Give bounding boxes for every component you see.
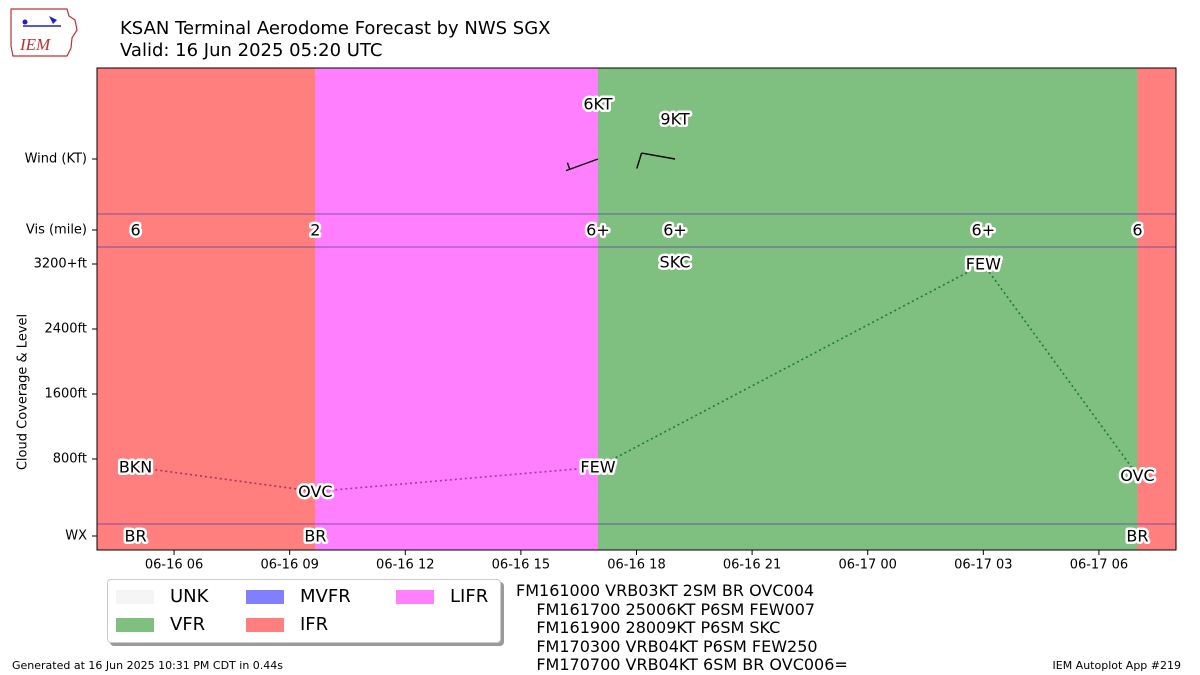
wind-barb-shaft <box>565 158 599 172</box>
wind-speed-label: 6KT <box>583 95 612 114</box>
taf-line: FM161700 25006KT P6SM FEW007 <box>516 599 816 619</box>
wind-barb-flag <box>636 152 643 169</box>
taf-line: FM170700 VRB04KT 6SM BR OVC006= <box>516 655 848 674</box>
wind-speed-label-halo: 6KT <box>583 95 612 114</box>
band-ifr <box>1137 68 1176 550</box>
y-tick-label: 3200+ft <box>34 257 87 272</box>
cloud-label-halo: OVC <box>1120 466 1154 485</box>
legend-swatch <box>246 589 284 604</box>
legend-item-ifr: IFR <box>246 614 328 635</box>
x-tick-label: 06-17 06 <box>1070 558 1128 573</box>
legend-label: VFR <box>170 614 206 635</box>
weather-label-halo: BR <box>124 527 146 546</box>
visibility-label-halo: 6 <box>130 221 140 240</box>
wx-row-label: WX <box>65 529 87 544</box>
weather-label: BR <box>304 527 326 546</box>
cloud-label-halo: FEW <box>966 255 1001 274</box>
x-tick-label: 06-16 09 <box>260 558 318 573</box>
cloud-label: OVC <box>298 482 332 501</box>
x-tick-label: 06-16 12 <box>376 558 434 573</box>
legend-item-vfr: VFR <box>116 614 205 635</box>
cloud-label-halo: FEW <box>580 458 615 477</box>
wind-speed-label-halo: 9KT <box>660 110 689 129</box>
legend-label: UNK <box>170 586 209 607</box>
legend-item-mvfr: MVFR <box>246 586 351 607</box>
chart-subtitle: Valid: 16 Jun 2025 05:20 UTC <box>120 40 383 61</box>
cloud-label-halo: BKN <box>119 458 152 477</box>
cloud-label: FEW <box>580 458 615 477</box>
visibility-label: 2 <box>310 221 320 240</box>
visibility-label-halo: 2 <box>310 221 320 240</box>
legend-swatch <box>396 589 434 604</box>
visibility-label-halo: 6+ <box>663 221 687 240</box>
band-ifr <box>97 68 316 550</box>
wind-row-label: Wind (KT) <box>25 152 87 167</box>
weather-label: BR <box>124 527 146 546</box>
taf-text: FM161000 VRB03KT 2SM BR OVC004 FM161700 … <box>516 581 848 675</box>
taf-line: FM161000 VRB03KT 2SM BR OVC004 <box>516 581 815 600</box>
legend-swatch <box>116 589 154 604</box>
x-tick-label: 06-16 06 <box>145 558 203 573</box>
taf-line: FM161900 28009KT P6SM SKC <box>516 618 781 637</box>
chart-title: KSAN Terminal Aerodome Forecast by NWS S… <box>120 18 551 39</box>
legend-item-lifr: LIFR <box>396 586 488 607</box>
iem-logo: IEM <box>9 6 79 58</box>
weather-label-halo: BR <box>304 527 326 546</box>
x-tick-label: 06-16 15 <box>492 558 550 573</box>
x-tick-label: 06-17 03 <box>954 558 1012 573</box>
y-axis-label: Cloud Coverage & Level <box>16 314 31 470</box>
cloud-label-halo: OVC <box>298 482 332 501</box>
cloud-label-halo: SKC <box>660 253 691 272</box>
visibility-label: 6 <box>1132 221 1142 240</box>
cloud-label: OVC <box>1120 466 1154 485</box>
x-tick-label: 06-17 00 <box>838 558 896 573</box>
x-tick-label: 06-16 21 <box>723 558 781 573</box>
cloud-label: SKC <box>660 253 691 272</box>
footer-generated: Generated at 16 Jun 2025 10:31 PM CDT in… <box>12 659 284 672</box>
weather-label-halo: BR <box>1126 527 1148 546</box>
cloud-level-line <box>315 466 599 493</box>
visibility-label-halo: 6+ <box>972 221 996 240</box>
legend: UNK VFR MVFR IFR LIFR <box>107 579 501 643</box>
band-vfr <box>597 68 1138 550</box>
visibility-label: 6 <box>130 221 140 240</box>
vis-row-label: Vis (mile) <box>26 223 87 238</box>
legend-swatch <box>246 617 284 632</box>
visibility-label: 6+ <box>663 221 687 240</box>
wind-barb-shaft <box>641 152 676 160</box>
weather-label: BR <box>1126 527 1148 546</box>
band-lifr <box>315 68 598 550</box>
visibility-label: 6+ <box>972 221 996 240</box>
y-tick-label: 1600ft <box>44 387 87 402</box>
visibility-label: 6+ <box>586 221 610 240</box>
wind-barb-flag <box>566 162 571 170</box>
cloud-label: FEW <box>966 255 1001 274</box>
visibility-label-halo: 6 <box>1132 221 1142 240</box>
visibility-label-halo: 6+ <box>586 221 610 240</box>
legend-item-unk: UNK <box>116 586 208 607</box>
y-tick-label: 2400ft <box>44 322 87 337</box>
taf-line: FM170300 VRB04KT P6SM FEW250 <box>516 636 818 656</box>
wind-speed-label: 9KT <box>660 110 689 129</box>
svg-text:IEM: IEM <box>19 35 51 54</box>
cloud-level-line <box>135 466 316 493</box>
footer-app: IEM Autoplot App #219 <box>1052 659 1182 672</box>
x-tick-label: 06-16 18 <box>607 558 665 573</box>
cloud-level-line <box>982 263 1139 476</box>
legend-swatch <box>116 617 154 632</box>
legend-label: MVFR <box>300 586 351 607</box>
legend-label: LIFR <box>450 586 489 607</box>
y-tick-label: 800ft <box>53 452 87 467</box>
cloud-label: BKN <box>119 458 152 477</box>
legend-label: IFR <box>300 614 329 635</box>
